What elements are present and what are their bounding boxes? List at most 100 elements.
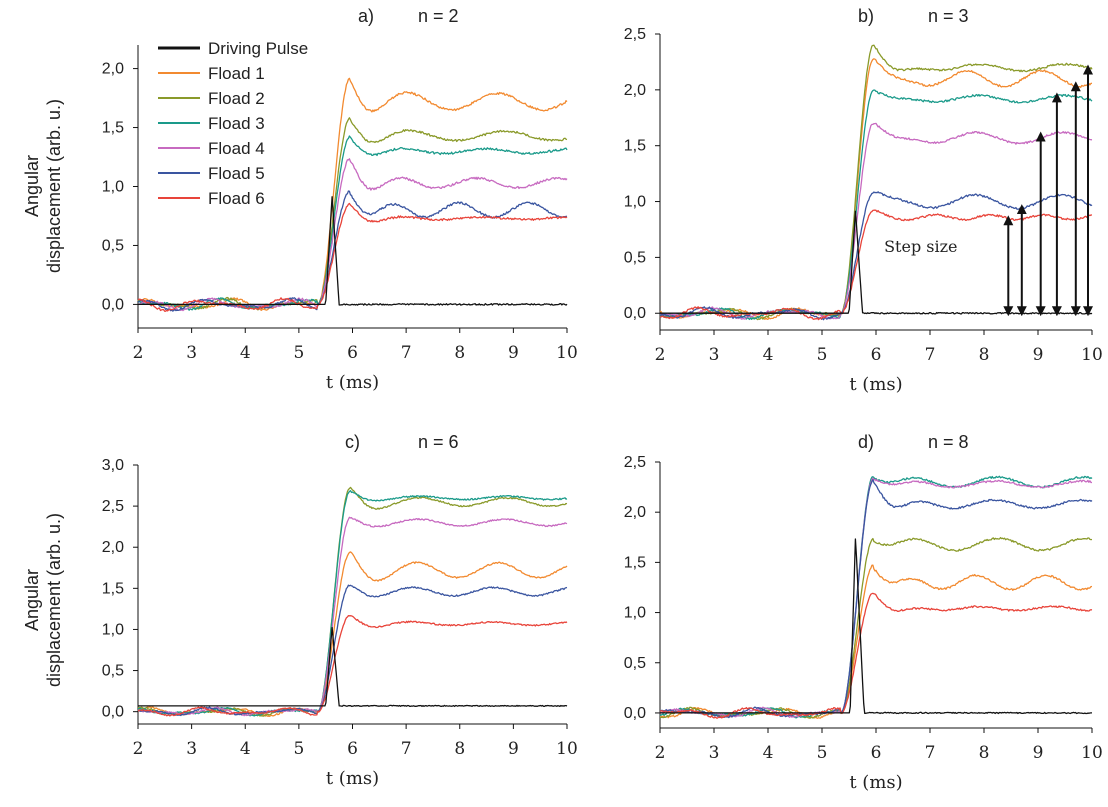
x-tick-label: 4 (763, 345, 774, 365)
x-tick-label: 7 (401, 739, 412, 759)
legend-label-driving-pulse: Driving Pulse (208, 39, 308, 58)
x-tick-label: 8 (454, 343, 465, 363)
legend-label-fload-5: Fload 5 (208, 164, 265, 183)
series-fload-1 (659, 58, 1093, 320)
x-axis-label: t (ms) (849, 374, 902, 395)
x-tick-label: 8 (979, 743, 990, 763)
series-fload-6 (659, 592, 1093, 719)
y-tick-label: 0,5 (624, 249, 646, 266)
panel-label: b) (858, 6, 874, 26)
legend-label-fload-4: Fload 4 (208, 139, 265, 158)
y-tick-label: 0,5 (624, 655, 646, 672)
x-tick-label: 6 (347, 739, 358, 759)
x-tick-label: 3 (186, 739, 197, 759)
x-tick-label: 9 (1033, 743, 1044, 763)
x-tick-label: 7 (401, 343, 412, 363)
legend-label-fload-1: Fload 1 (208, 64, 265, 83)
x-tick-label: 2 (655, 345, 666, 365)
y-axis-label: Angular displacement (arb. u.) (22, 99, 64, 273)
y-tick-label: 0,0 (624, 305, 646, 322)
y-tick-label: 2,0 (102, 61, 124, 78)
x-tick-label: 9 (1033, 345, 1044, 365)
x-tick-label: 9 (508, 343, 519, 363)
x-tick-label: 5 (293, 343, 304, 363)
x-tick-label: 4 (240, 739, 251, 759)
series-driving-pulse (660, 210, 1093, 315)
y-tick-label: 2,0 (624, 82, 646, 99)
y-tick-label: 2,5 (624, 454, 646, 471)
y-tick-label: 3,0 (102, 457, 124, 474)
x-tick-label: 7 (925, 345, 936, 365)
series-driving-pulse (660, 538, 1092, 715)
x-tick-label: 10 (1081, 743, 1103, 763)
panel-label: c) (345, 432, 360, 452)
x-tick-label: 5 (817, 345, 828, 365)
x-tick-label: 5 (817, 743, 828, 763)
x-axis-label: t (ms) (849, 772, 902, 793)
x-tick-label: 2 (133, 739, 144, 759)
x-tick-label: 4 (763, 743, 774, 763)
legend-label-fload-6: Fload 6 (208, 189, 265, 208)
x-axis-label: t (ms) (326, 372, 379, 393)
x-tick-label: 3 (186, 343, 197, 363)
series-fload-2 (138, 117, 568, 311)
step-size-label: Step size (884, 237, 957, 256)
panel-label: a) (358, 6, 374, 26)
y-tick-label: 2,0 (102, 539, 124, 556)
x-tick-label: 7 (925, 743, 936, 763)
series-driving-pulse (138, 196, 568, 306)
series-fload-1 (659, 564, 1093, 719)
y-tick-label: 0,5 (102, 663, 124, 680)
y-tick-label: 2,0 (624, 504, 646, 521)
y-tick-label: 1,5 (624, 554, 646, 571)
y-tick-label: 1,0 (102, 621, 124, 638)
panel-label: d) (858, 432, 874, 452)
y-tick-label: 1,5 (102, 580, 124, 597)
x-tick-label: 2 (655, 743, 666, 763)
panel-c: 0,0 0,5 1,0 1,5 2,0 2,5 3,0 2 3 4 5 6 7 8 9 10 t (ms) Ang… (22, 432, 578, 789)
series-fload-4 (659, 477, 1092, 718)
series-fload-5 (138, 584, 568, 717)
series-fload-6 (137, 202, 568, 312)
panel-d: 0,0 0,5 1,0 1,5 2,0 2,5 2 3 4 5 6 7 8 9 10 t (ms) d) n = … (624, 432, 1103, 793)
y-tick-label: 1,5 (624, 138, 646, 155)
y-tick-label: 1,0 (624, 194, 646, 211)
y-tick-label: 1,0 (102, 179, 124, 196)
y-axis-label: Angular displacement (arb. u.) (22, 513, 64, 687)
x-tick-label: 9 (508, 739, 519, 759)
series-fload-2 (137, 486, 568, 717)
series-fload-3 (659, 475, 1093, 719)
x-tick-label: 6 (871, 345, 882, 365)
y-tick-label: 0,5 (102, 237, 124, 254)
x-tick-label: 10 (1081, 345, 1103, 365)
series-fload-4 (660, 122, 1093, 320)
y-tick-label: 0,0 (102, 704, 124, 721)
x-tick-label: 3 (709, 743, 720, 763)
x-tick-label: 10 (556, 739, 578, 759)
y-tick-label: 1,5 (102, 120, 124, 137)
series-fload-2 (659, 44, 1093, 321)
x-tick-label: 4 (240, 343, 251, 363)
x-tick-label: 3 (709, 345, 720, 365)
series-fload-5 (137, 190, 568, 312)
series-driving-pulse (138, 626, 568, 708)
series-fload-6 (659, 209, 1092, 321)
series-fload-6 (137, 615, 568, 717)
y-tick-label: 2,5 (102, 498, 124, 515)
x-tick-label: 8 (454, 739, 465, 759)
x-tick-label: 6 (347, 343, 358, 363)
y-tick-label: 2,5 (624, 26, 646, 43)
legend-label-fload-3: Fload 3 (208, 114, 265, 133)
x-tick-label: 8 (979, 345, 990, 365)
panel-a: 0,0 0,5 1,0 1,5 2,0 2 3 4 5 6 7 8 9 10 t (ms) Angular di… (22, 6, 578, 393)
y-tick-label: 1,0 (624, 605, 646, 622)
series-fload-3 (660, 89, 1093, 321)
panel-title: n = 2 (418, 6, 459, 26)
y-tick-label: 0,0 (102, 296, 124, 313)
series-fload-1 (137, 77, 568, 311)
series-fload-1 (137, 551, 568, 717)
panel-b: 0,0 0,5 1,0 1,5 2,0 2,5 2 3 4 5 6 7 8 9 10 t (ms) b) n = … (624, 6, 1103, 395)
x-tick-label: 5 (293, 739, 304, 759)
legend-label-fload-2: Fload 2 (208, 89, 265, 108)
panel-title: n = 6 (418, 432, 459, 452)
